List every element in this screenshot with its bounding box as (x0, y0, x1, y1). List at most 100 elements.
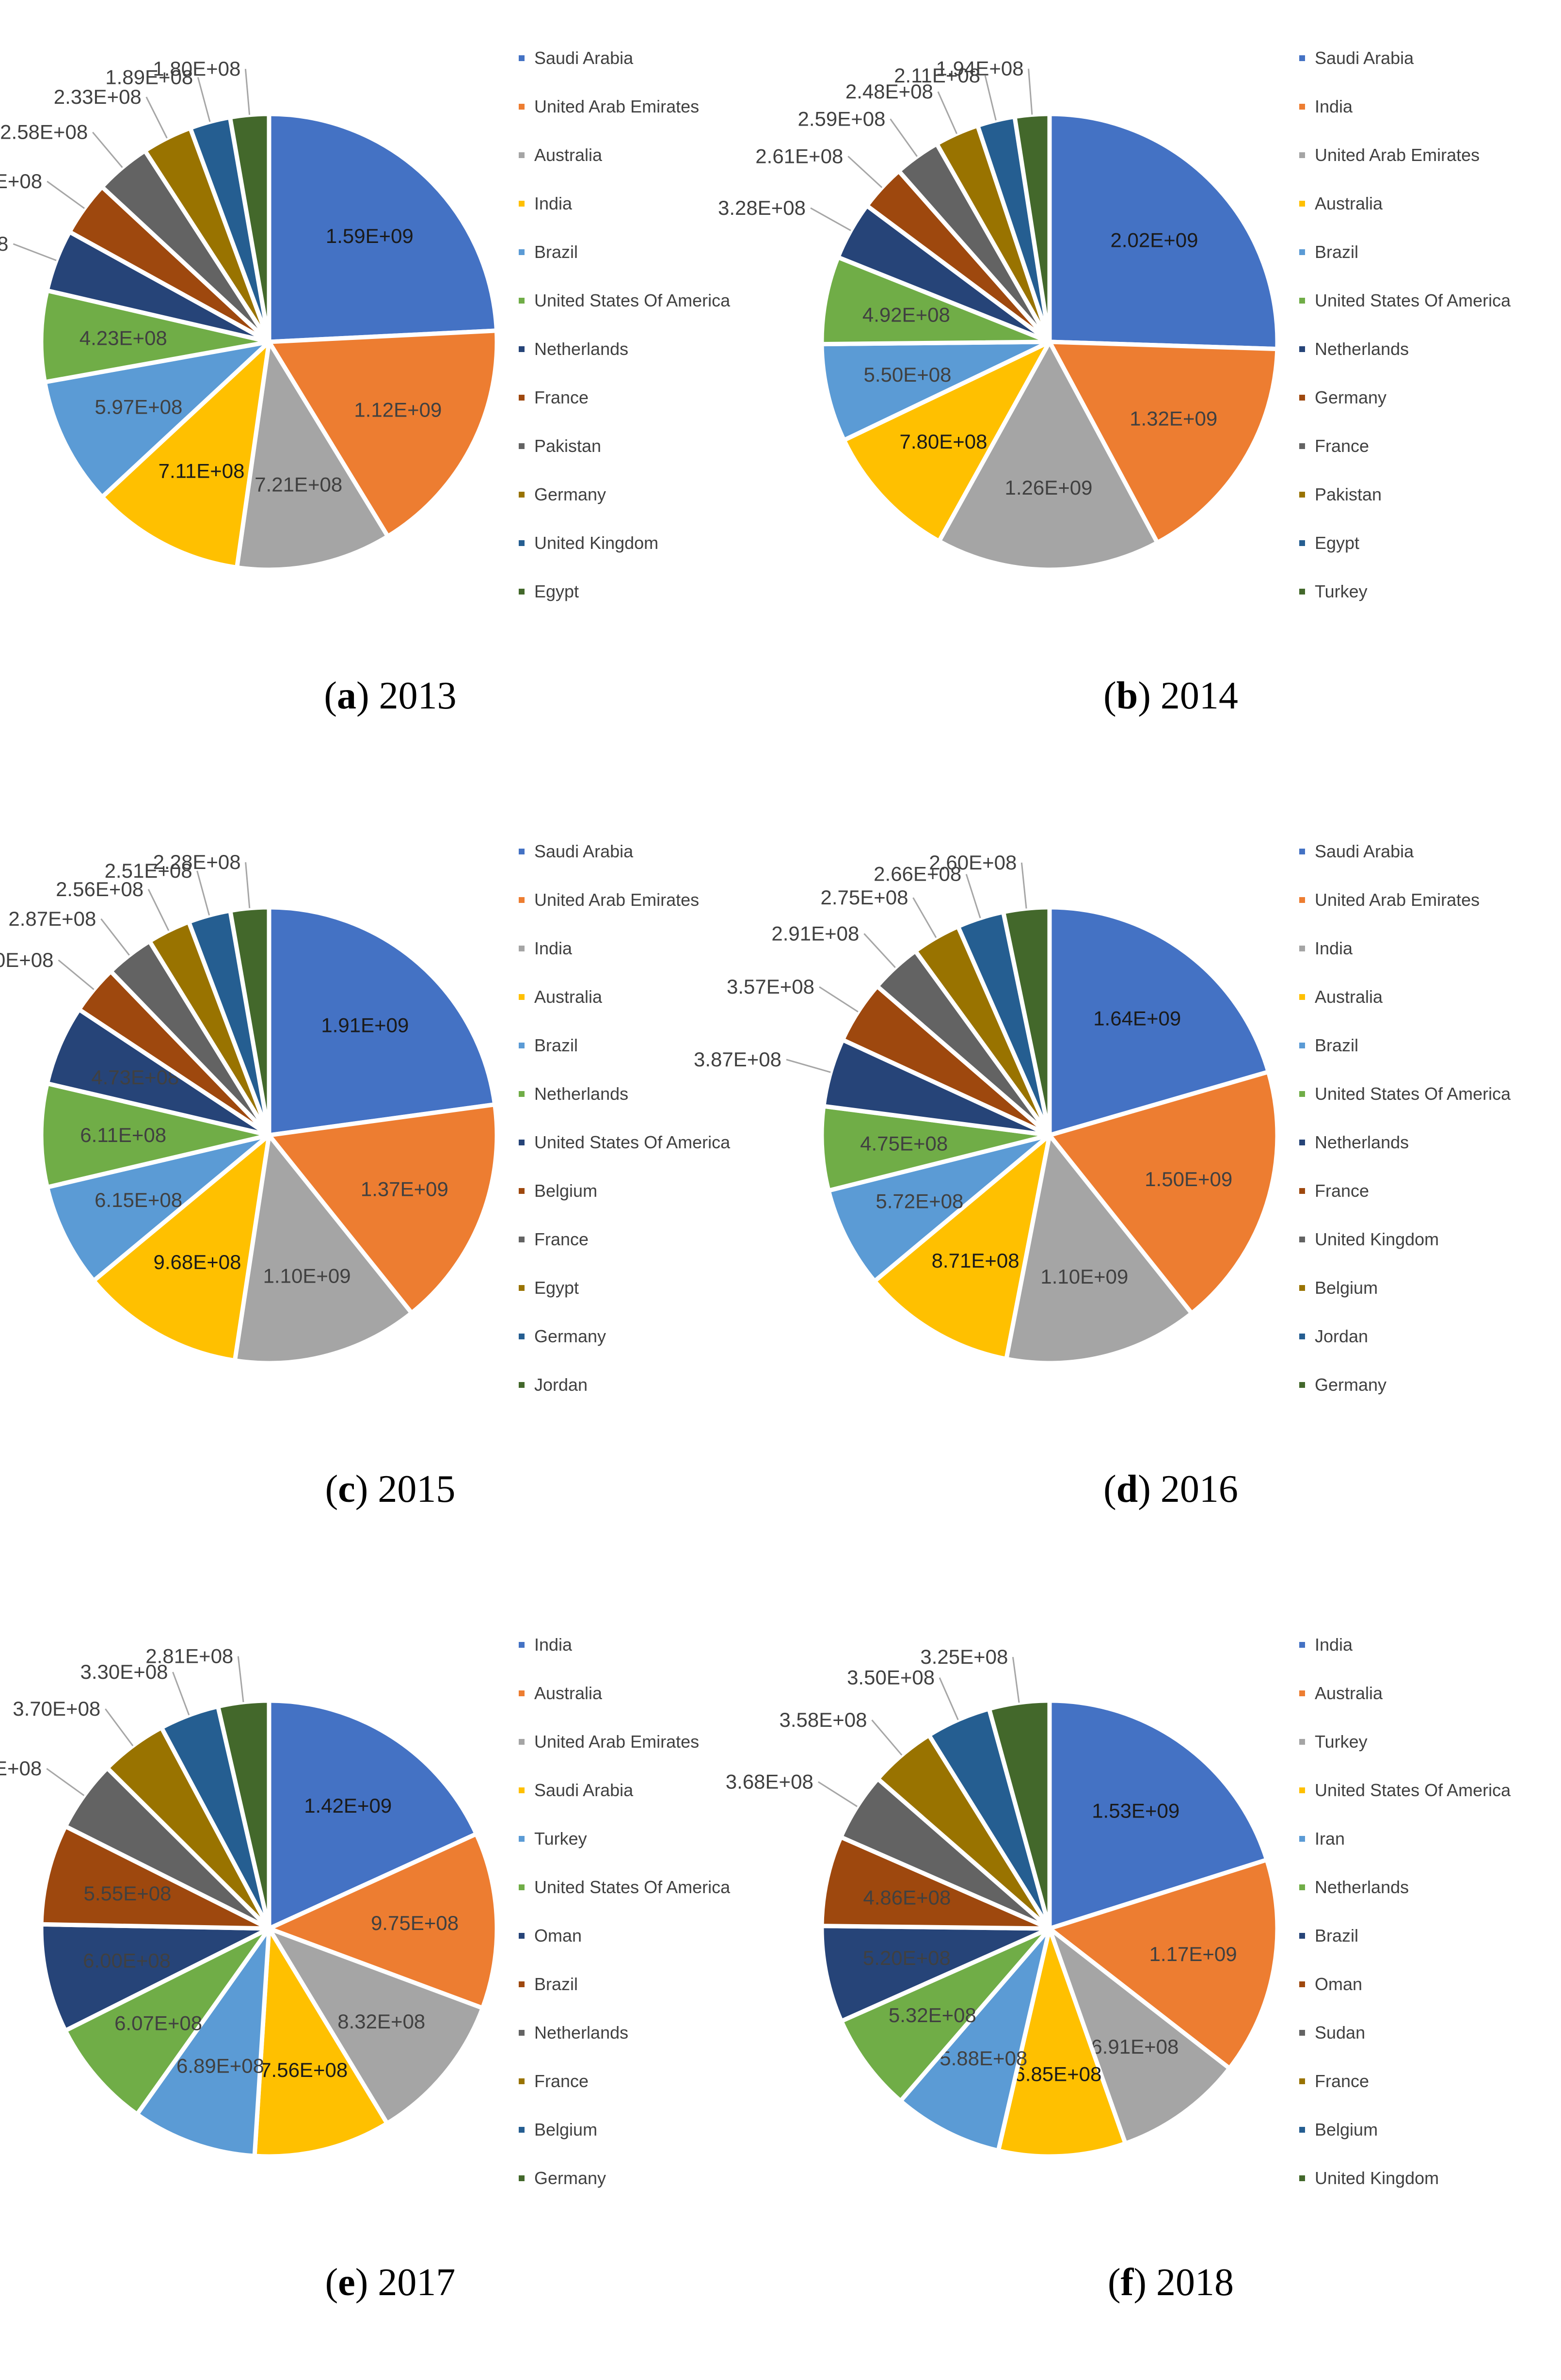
legend-item: Netherlands (519, 2009, 780, 2057)
data-label: 1.53E+09 (1092, 1799, 1179, 1822)
legend-swatch (519, 346, 525, 352)
legend-swatch (519, 849, 525, 854)
pie-chart: 1.91E+09 1.37E+09 1.10E+09 9.68E+08 6.15E+08… (0, 851, 499, 1366)
legend-label: United States Of America (1315, 1084, 1511, 1104)
pie-slice (39, 1824, 271, 1931)
leader-line (871, 1720, 903, 1756)
legend-swatch (519, 1237, 525, 1242)
pie-slice (39, 1081, 271, 1190)
legend: Saudi Arabia India United Arab Emirates Aus… (1299, 34, 1561, 616)
legend-label: Netherlands (534, 2023, 629, 2042)
legend-label: United Arab Emirates (534, 96, 700, 116)
legend-swatch (519, 1690, 525, 1696)
legend-label: Turkey (1315, 581, 1368, 601)
pie-panel-2013: 1.59E+09 1.12E+09 7.21E+08 7.11E+08 5.97E+08… (0, 0, 780, 793)
legend-item: Oman (519, 1912, 780, 1960)
legend-label: Egypt (1315, 533, 1360, 553)
legend-item: United States Of America (1299, 276, 1561, 325)
pie-slice (1047, 1926, 1232, 2146)
legend-item: Turkey (1299, 567, 1561, 616)
legend-label: Australia (1315, 1683, 1383, 1703)
leader-line (105, 1708, 134, 1747)
legend-item: France (519, 373, 780, 422)
legend-label: Saudi Arabia (534, 1780, 634, 1800)
leader-line (984, 75, 997, 121)
caption-letter: c (338, 1468, 355, 1511)
legend: Saudi Arabia United Arab Emirates Australi… (519, 34, 780, 616)
pie-slice (267, 1698, 479, 1931)
panel-caption: (c) 2015 (325, 1468, 456, 1511)
legend-swatch (1299, 298, 1305, 304)
data-label: 3.87E+08 (694, 1048, 781, 1071)
data-label: 4.73E+08 (91, 1066, 179, 1089)
data-label: 7.11E+08 (159, 460, 245, 482)
legend-swatch (519, 1787, 525, 1793)
legend-swatch (519, 1981, 525, 1987)
legend-swatch (1299, 1188, 1305, 1194)
legend-item: Brazil (1299, 1912, 1561, 1960)
legend-label: France (534, 1229, 589, 1249)
legend-swatch (519, 2078, 525, 2084)
data-label: 1.59E+09 (326, 225, 414, 247)
legend-swatch (519, 1933, 525, 1939)
legend-item: United States Of America (1299, 1766, 1561, 1815)
pie-slice (819, 1104, 1052, 1193)
legend-label: Netherlands (1315, 339, 1409, 359)
legend: India Australia United Arab Emirates Saudi … (519, 1621, 780, 2203)
data-label: 1.37E+09 (361, 1178, 448, 1201)
legend-swatch (1299, 849, 1305, 854)
data-label: 1.10E+09 (1040, 1265, 1128, 1288)
data-label: 1.17E+09 (1149, 1943, 1237, 1965)
leader-line (147, 889, 170, 931)
data-label: 5.97E+08 (95, 395, 182, 418)
legend-item: Belgium (519, 1167, 780, 1215)
data-label: 3.25E+08 (920, 1645, 1008, 1668)
pie-slice (39, 288, 271, 385)
data-label: 1.26E+09 (1004, 476, 1092, 499)
legend-item: Germany (519, 470, 780, 519)
pie-slice (228, 905, 271, 1138)
caption-year: 2018 (1156, 2261, 1234, 2304)
leader-line (13, 243, 57, 261)
legend-item: Jordan (519, 1361, 780, 1409)
pie-slice (1047, 1698, 1269, 1931)
legend-label: France (534, 387, 589, 407)
legend-swatch (1299, 1981, 1305, 1987)
pie-slice (252, 1926, 390, 2159)
data-label: 6.07E+08 (114, 2012, 202, 2035)
legend-swatch (1299, 1043, 1305, 1048)
pie-panel-2015: 1.91E+09 1.37E+09 1.10E+09 9.68E+08 6.15E+08… (0, 793, 780, 1587)
data-label: 3.28E+08 (718, 196, 806, 219)
data-label: 6.89E+08 (176, 2055, 264, 2077)
data-label: 2.75E+08 (820, 886, 908, 909)
caption-letter: f (1120, 2261, 1134, 2304)
legend-item: Sudan (1299, 2009, 1561, 2057)
data-label: 1.10E+09 (263, 1265, 351, 1287)
data-label: 2.55E+08 (0, 170, 42, 193)
legend-item: Australia (1299, 179, 1561, 228)
legend-swatch (519, 104, 525, 110)
legend-item: United Arab Emirates (519, 82, 780, 131)
legend-item: United Arab Emirates (519, 876, 780, 924)
data-label: 2.91E+08 (771, 922, 859, 945)
pie-slice (872, 1133, 1052, 1361)
legend-label: United States Of America (1315, 1780, 1511, 1800)
data-label: 2.02E+09 (1110, 229, 1198, 252)
data-label: 1.32E+09 (1130, 407, 1217, 430)
caption-year: 2013 (379, 675, 457, 717)
pie-slice (267, 905, 497, 1138)
legend-item: United States Of America (519, 276, 780, 325)
caption-year: 2016 (1160, 1468, 1238, 1511)
data-label: 6.11E+08 (80, 1124, 166, 1146)
pie-slice (898, 1926, 1052, 2153)
legend-swatch (519, 2175, 525, 2181)
legend-label: India (534, 193, 573, 213)
data-label: 6.85E+08 (1014, 2062, 1101, 2085)
pie-slice (267, 1926, 485, 2126)
panel-caption: (e) 2017 (325, 2261, 456, 2304)
data-label: 6.00E+08 (83, 1949, 171, 1972)
legend-item: Belgium (1299, 2106, 1561, 2154)
legend-label: Australia (534, 1683, 603, 1703)
legend-swatch (1299, 1334, 1305, 1339)
